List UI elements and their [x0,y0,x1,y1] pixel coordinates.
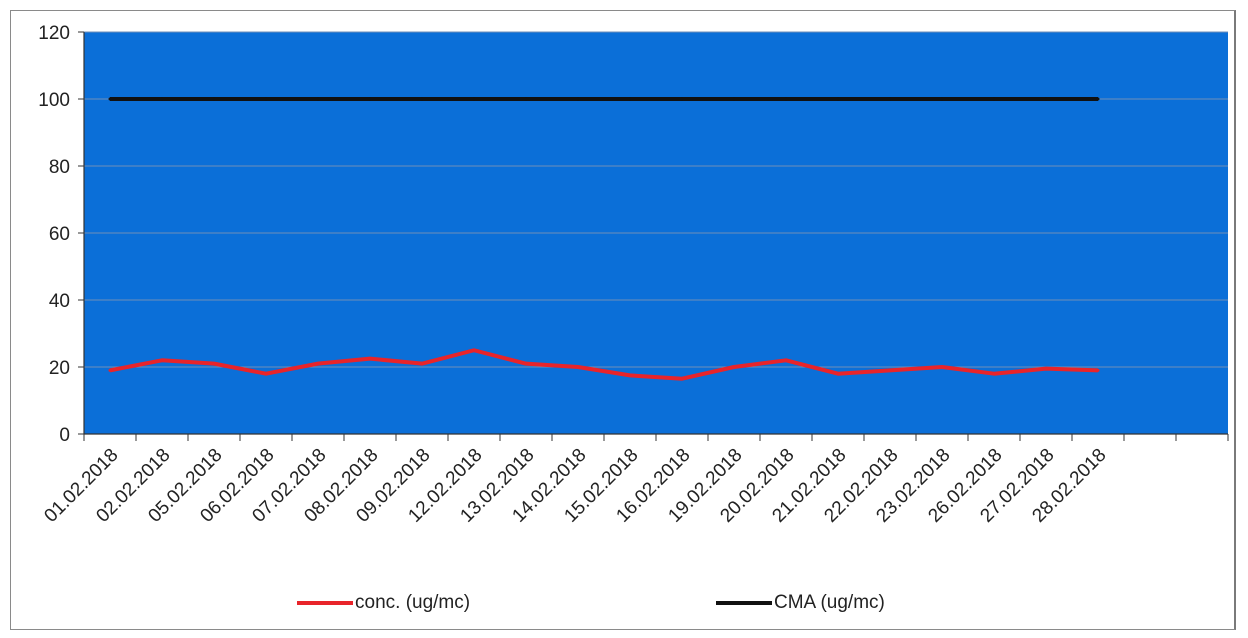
data-point [212,362,216,366]
data-point [524,362,528,366]
data-point [316,362,320,366]
data-point [1096,97,1100,101]
y-tick-label: 40 [49,291,70,312]
line-chart: 0 20 40 60 80 100 120 01.02.201802.02.201805.0… [38,23,1229,527]
legend-item-cma: CMA (ug/mc) [716,592,885,614]
data-point [316,97,320,101]
legend-item-conc: conc. (ug/mc) [297,592,470,614]
legend-label-cma: CMA (ug/mc) [774,592,885,613]
data-point [680,377,684,381]
data-point [940,365,944,369]
data-point [784,358,788,362]
chart-frame [10,10,1236,630]
data-point [420,97,424,101]
series-line-0 [109,348,1099,381]
data-point [628,373,632,377]
data-point [1096,368,1100,372]
data-point [160,97,164,101]
data-point [836,372,840,376]
y-tick-label: 60 [49,224,70,245]
data-point [212,97,216,101]
data-point [368,97,372,101]
data-point [732,365,736,369]
data-point [784,97,788,101]
data-point [680,97,684,101]
y-axis-ticks: 0 20 40 60 80 100 120 [38,23,84,446]
data-point [888,368,892,372]
data-point [108,97,112,101]
y-tick-label: 80 [49,157,70,178]
legend-swatch-conc [297,601,353,605]
data-point [160,358,164,362]
data-point [1044,367,1048,371]
data-point [992,372,996,376]
data-point [940,97,944,101]
y-tick-label: 120 [38,23,70,44]
y-tick-label: 0 [59,425,70,446]
legend-label-conc: conc. (ug/mc) [355,592,471,613]
data-point [732,97,736,101]
data-point [264,372,268,376]
data-point [368,357,372,361]
data-point [576,97,580,101]
data-point [836,97,840,101]
data-point [420,362,424,366]
data-point [628,97,632,101]
data-point [888,97,892,101]
series-lines [108,97,1100,381]
y-tick-label: 20 [49,358,70,379]
y-tick-label: 100 [38,90,70,111]
data-point [472,97,476,101]
data-point [108,368,112,372]
data-point [472,348,476,352]
x-axis-ticks: 01.02.201802.02.201805.02.201806.02.2018… [40,434,1229,527]
data-point [1044,97,1048,101]
legend-swatch-cma [716,601,772,605]
data-point [992,97,996,101]
data-point [524,97,528,101]
data-point [576,365,580,369]
data-point [264,97,268,101]
